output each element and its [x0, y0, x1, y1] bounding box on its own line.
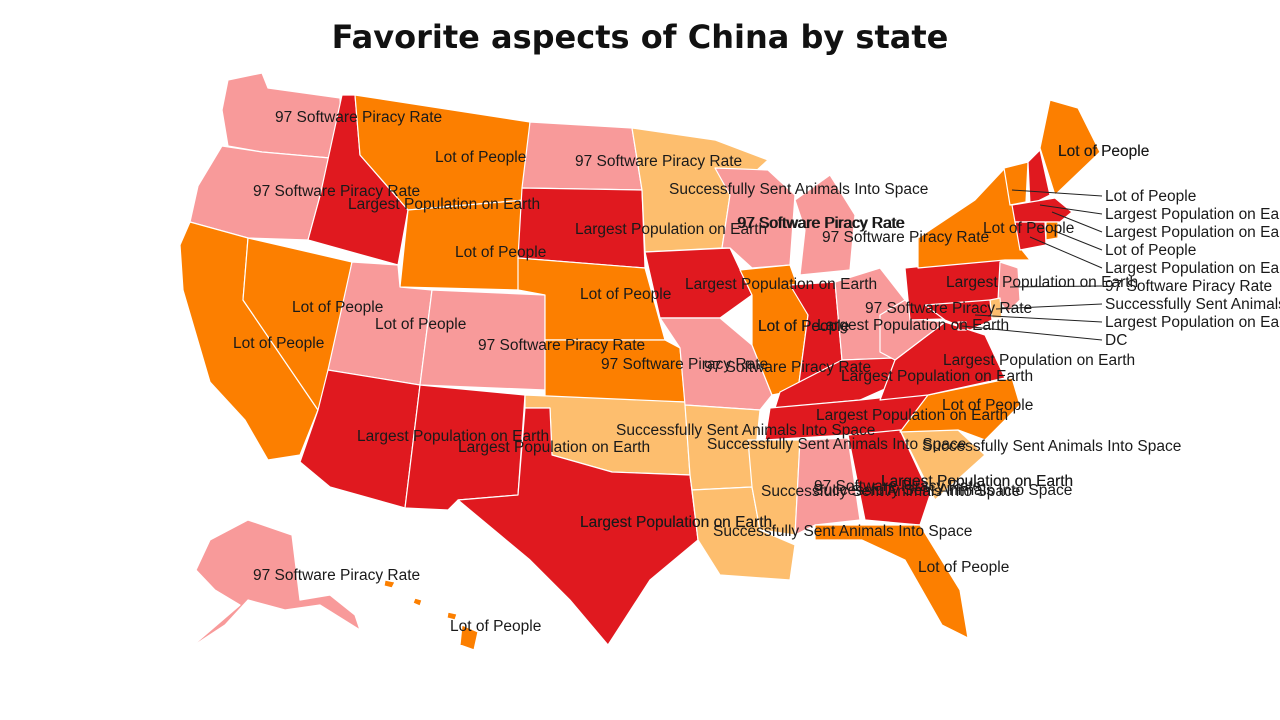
state-wv	[879, 299, 946, 361]
state-shapes	[179, 72, 1101, 651]
state-label-wv: Largest Population on Earth	[841, 368, 1033, 385]
state-tx	[457, 407, 699, 646]
state-ia	[644, 247, 753, 319]
overlap-label: Successfully Sent Animals Into Space	[707, 436, 966, 453]
leader-line-nh	[1039, 204, 1103, 215]
overlap-label: Lot of People	[1058, 143, 1149, 160]
state-ga	[847, 429, 931, 526]
state-label-sc: Successfully Sent Animals Into Space	[713, 523, 972, 540]
state-label-nj: 97 Software Piracy Rate	[1105, 278, 1272, 295]
overlap-label: 97 Software Piracy Rate	[738, 215, 905, 232]
state-label-nc: Lot of People	[942, 397, 1033, 414]
state-label-mn: Successfully Sent Animals Into Space	[669, 181, 928, 198]
state-ak	[189, 519, 361, 649]
state-label-mo: Lot of People	[758, 318, 849, 335]
state-me	[1039, 99, 1101, 196]
state-label-la: Largest Population on Earth	[881, 473, 1073, 490]
state-al	[794, 437, 861, 536]
state-label-wy: Lot of People	[455, 244, 546, 261]
state-label-nd: 97 Software Piracy Rate	[575, 153, 742, 170]
state-label-fl: Lot of People	[918, 559, 1009, 576]
state-label-dc: DC	[1105, 332, 1127, 349]
leader-line-ri	[1051, 229, 1103, 251]
state-label-ar: Successfully Sent Animals Into Space	[616, 422, 875, 439]
state-label-wi: 97 Software Piracy Rate	[737, 215, 904, 232]
state-label-oh: 97 Software Piracy Rate	[865, 300, 1032, 317]
state-label-ut: Lot of People	[375, 316, 466, 333]
overlap-label: Successfully Sent Animals Into Space	[922, 438, 1181, 455]
leader-line-nj	[1009, 285, 1103, 288]
state-label-nv: Lot of People	[292, 299, 383, 316]
state-label-tx: Largest Population on Earth	[580, 514, 772, 531]
state-label-wa: 97 Software Piracy Rate	[275, 109, 442, 126]
state-label-ne: Lot of People	[580, 286, 671, 303]
state-label-sd: Largest Population on Earth	[575, 221, 767, 238]
state-label-ms: Successfully Sent Animals Into Space	[761, 483, 1020, 500]
state-label-mt: Lot of People	[435, 149, 526, 166]
state-label-az: Largest Population on Earth	[357, 428, 549, 445]
state-vt	[1003, 161, 1029, 206]
state-mi	[794, 174, 856, 276]
state-label-me: Lot of People	[1058, 143, 1149, 160]
state-nc	[899, 377, 1021, 441]
state-label-vt: Lot of People	[1105, 188, 1196, 205]
leader-lines	[961, 189, 1103, 341]
state-label-al: 97 Software Piracy Rate	[814, 478, 981, 495]
state-label-nh: Largest Population on Earth	[1105, 206, 1280, 223]
leader-line-ct	[1029, 236, 1103, 269]
state-label-id: Largest Population on Earth	[348, 196, 540, 213]
state-nj	[997, 261, 1021, 313]
state-label-va: Largest Population on Earth	[943, 352, 1135, 369]
state-label-ct: Largest Population on Earth	[1105, 260, 1280, 277]
state-label-or: 97 Software Piracy Rate	[253, 183, 420, 200]
state-label-ky: 97 Software Piracy Rate	[704, 359, 871, 376]
state-label-hi: Lot of People	[450, 618, 541, 635]
state-label-co: 97 Software Piracy Rate	[478, 337, 645, 354]
state-label-ks: 97 Software Piracy Rate	[601, 356, 768, 373]
leader-line-ma	[1051, 211, 1103, 233]
state-wi	[714, 167, 796, 269]
state-label-il: Lot of People	[758, 318, 849, 335]
leader-line-de	[995, 303, 1103, 310]
state-ct	[1014, 221, 1047, 251]
state-label-ia: Largest Population on Earth	[685, 276, 877, 293]
state-label-ak: 97 Software Piracy Rate	[253, 567, 420, 584]
state-mo	[659, 317, 773, 411]
state-ms	[747, 439, 801, 536]
state-hi	[383, 579, 479, 651]
state-label-md: Largest Population on Earth	[1105, 314, 1280, 331]
state-fl	[814, 524, 969, 639]
state-label-de: Successfully Sent Animals Into Space	[1105, 296, 1280, 313]
state-md	[924, 299, 993, 331]
state-label-ca: Lot of People	[233, 335, 324, 352]
state-label-mi: 97 Software Piracy Rate	[822, 229, 989, 246]
leader-line-vt	[1011, 189, 1103, 197]
leader-line-md	[974, 314, 1103, 323]
overlap-label: Largest Population on Earth	[816, 407, 1008, 424]
state-label-ny: Lot of People	[983, 220, 1074, 237]
leader-line-dc	[961, 325, 1103, 341]
state-label-ok: Largest Population on Earth	[580, 514, 772, 531]
state-label-nm: Largest Population on Earth	[458, 439, 650, 456]
map-title: Favorite aspects of China by state	[331, 18, 949, 56]
state-label-ma: Largest Population on Earth	[1105, 224, 1280, 241]
state-label-ga: Largest Population on Earth	[881, 473, 1073, 490]
state-label-in: Largest Population on Earth	[817, 317, 1009, 334]
state-label-ri: Lot of People	[1105, 242, 1196, 259]
state-ma	[1011, 197, 1073, 223]
state-label-pa: Largest Population on Earth	[946, 274, 1138, 291]
state-label-tn: Successfully Sent Animals Into Space	[813, 482, 1072, 499]
